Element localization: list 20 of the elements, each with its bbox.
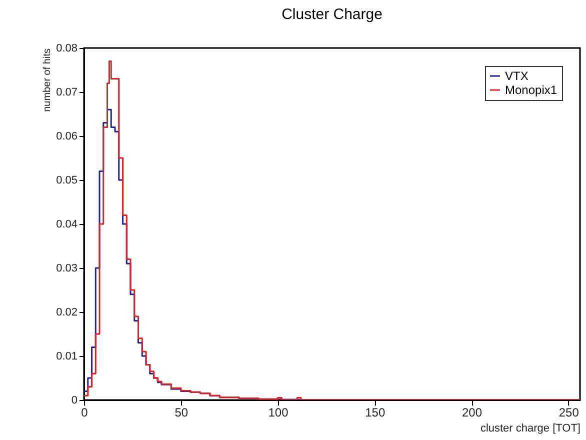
y-tick-label: 0.02 [56, 306, 78, 318]
x-tick-label: 100 [268, 406, 289, 420]
x-axis-title: cluster charge [TOT] [480, 422, 580, 434]
y-tick-label: 0.01 [56, 350, 78, 362]
y-tick-label: 0.06 [56, 130, 78, 142]
y-tick-label: 0.05 [56, 174, 78, 186]
x-tick-label: 250 [558, 406, 580, 420]
y-tick-label: 0.03 [56, 262, 78, 274]
legend-label: VTX [505, 69, 528, 83]
y-tick-label: 0 [71, 394, 78, 406]
x-tick-label: 200 [462, 406, 482, 420]
chart-title: Cluster Charge [282, 6, 382, 23]
x-tick-label: 150 [365, 406, 386, 420]
y-tick-label: 0.08 [56, 42, 78, 54]
y-tick-label: 0.04 [56, 218, 78, 230]
y-axis-title: number of hits [42, 48, 54, 112]
x-tick-label: 0 [81, 406, 88, 420]
x-tick-label: 50 [174, 406, 188, 420]
legend-label: Monopix1 [505, 83, 558, 97]
y-tick-label: 0.07 [56, 86, 78, 98]
